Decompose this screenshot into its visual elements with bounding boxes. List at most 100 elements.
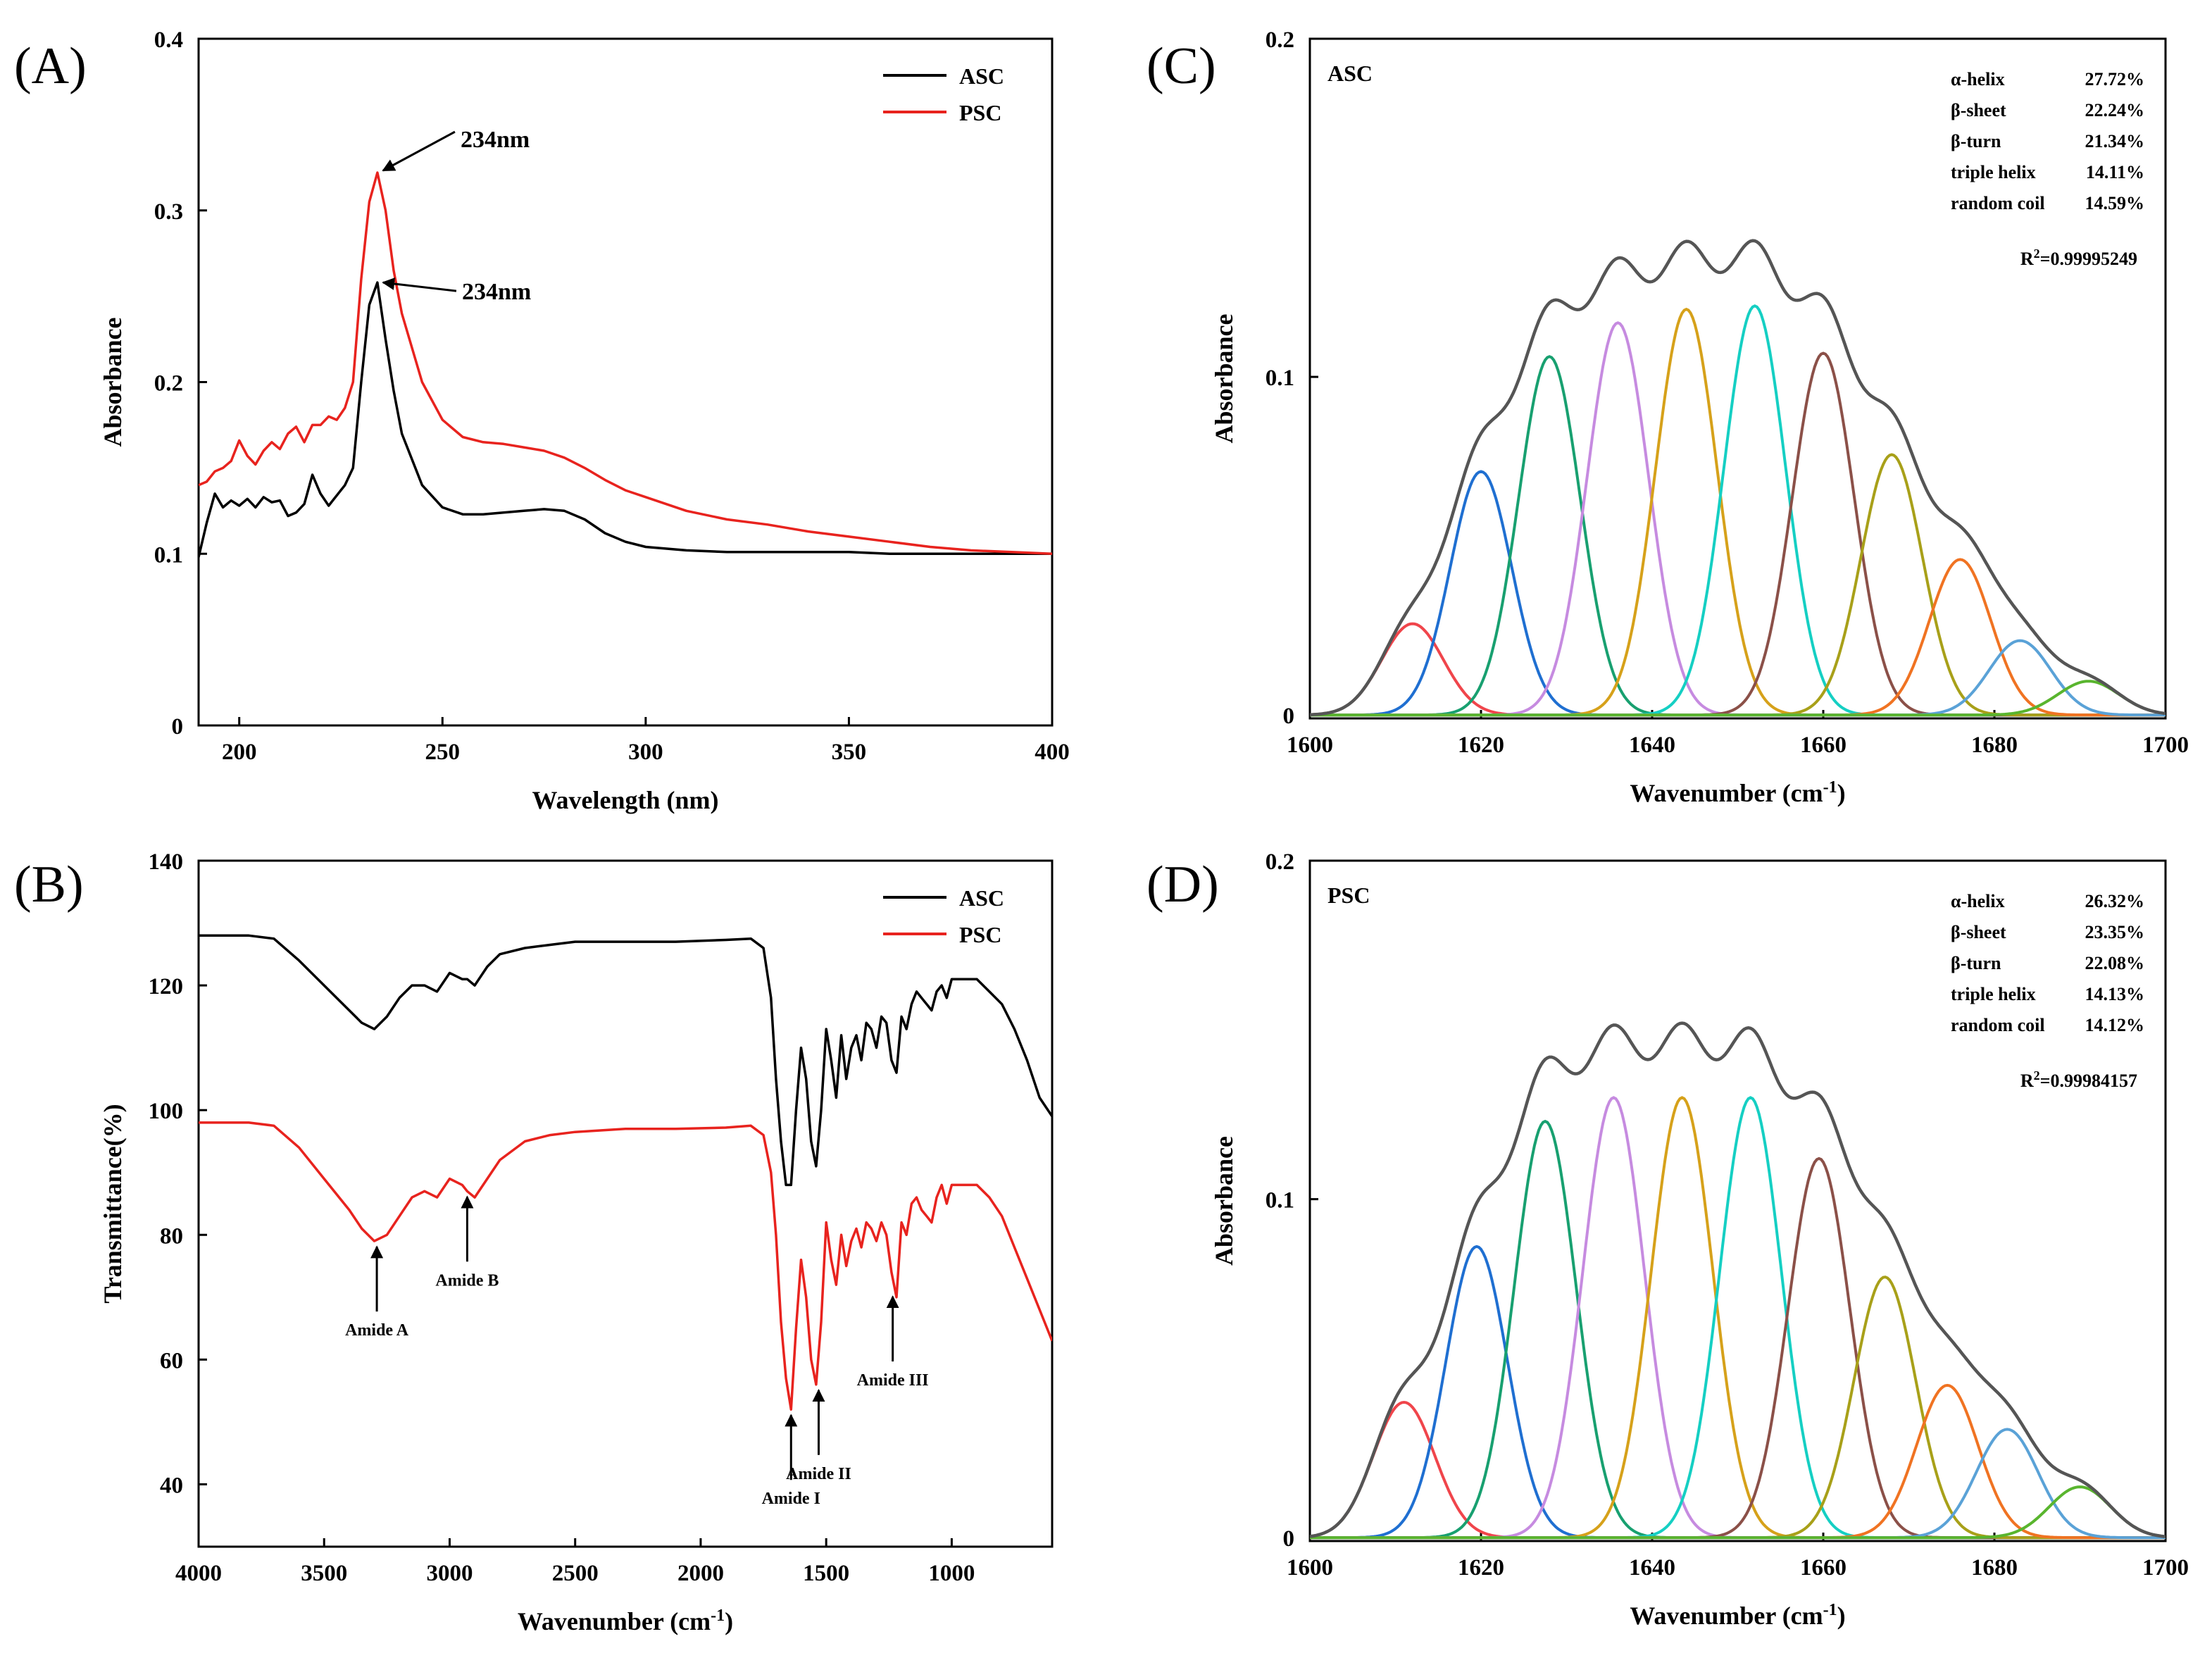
x-tick-label: 300 [628, 740, 663, 765]
x-tick-label: 4000 [175, 1561, 222, 1586]
y-tick-label: 140 [149, 849, 184, 875]
stat-value: 22.08% [2085, 953, 2145, 973]
stat-name: random coil [1951, 193, 2045, 213]
panel-a: (A) 200 250 300 350 400 0 0.1 0.2 0.3 0.4 Wavelengt… [14, 27, 1070, 814]
r-squared: R2=0.99984157 [2020, 1068, 2137, 1091]
y-tick-label: 0.2 [1266, 849, 1294, 875]
annotation-label: 234nm [461, 127, 530, 153]
annotation-label: Amide III [857, 1371, 929, 1390]
x-tick-label: 1680 [1971, 1555, 2018, 1580]
r-squared-value: =0.99984157 [2040, 1071, 2137, 1091]
x-axis-label-sup: -1 [1823, 778, 1837, 797]
x-tick-label: 1660 [1800, 1555, 1847, 1580]
x-axis-label: Wavenumber (cm-1) [518, 1607, 733, 1635]
x-tick-label: 1640 [1629, 732, 1675, 758]
envelope-curve [1310, 239, 2166, 716]
fitted-band [1310, 1156, 2166, 1540]
fitted-band [1310, 321, 2166, 717]
stat-name: α-helix [1951, 69, 2005, 89]
y-tick-label: 0.1 [154, 542, 183, 568]
fitted-band [1310, 453, 2166, 717]
r-squared: R2=0.99995249 [2020, 247, 2137, 269]
x-tick-label: 3500 [301, 1561, 347, 1586]
fitted-band [1310, 1485, 2166, 1540]
stat-value: 21.34% [2085, 131, 2145, 151]
y-axis-label: Absorbance [1210, 1136, 1238, 1266]
stat-value: 26.32% [2085, 891, 2145, 911]
stat-value: 22.24% [2085, 100, 2145, 120]
annotation-label: Amide II [786, 1465, 851, 1483]
x-axis-label-sup: -1 [711, 1607, 725, 1625]
stat-value: 14.13% [2085, 984, 2145, 1004]
y-tick-label: 0.1 [1266, 1188, 1294, 1214]
x-tick-label: 1000 [928, 1561, 975, 1586]
y-axis-label: Absorbance [1210, 313, 1238, 443]
stat-name: β-turn [1951, 131, 2001, 151]
x-axis-label-main: Wavenumber (cm [1630, 779, 1823, 807]
series-line-psc [199, 1121, 1052, 1411]
panel-label: (C) [1146, 37, 1216, 95]
x-axis-label-main: Wavenumber (cm [518, 1607, 711, 1635]
stat-name: β-sheet [1951, 922, 2006, 942]
r-squared-label: R [2020, 1071, 2034, 1091]
y-tick-label: 0.3 [154, 199, 183, 225]
x-tick-label: 400 [1035, 740, 1070, 765]
fitted-band [1310, 304, 2166, 717]
stat-name: triple helix [1951, 162, 2036, 182]
x-tick-label: 2000 [677, 1561, 724, 1586]
legend-label-asc: ASC [959, 885, 1004, 911]
x-axis-label-end: ) [725, 1607, 733, 1635]
series-line-asc [199, 281, 1052, 558]
stat-name: β-turn [1951, 953, 2001, 973]
y-axis-label: Absorbance [99, 317, 127, 447]
stat-name: β-sheet [1951, 100, 2006, 120]
fitted-band [1310, 351, 2166, 717]
r-squared-value: =0.99995249 [2040, 249, 2137, 269]
y-tick-label: 120 [149, 974, 184, 999]
annotation-label: 234nm [462, 279, 531, 305]
x-tick-label: 1620 [1458, 1555, 1504, 1580]
x-tick-label: 1680 [1971, 732, 2018, 758]
x-tick-label: 1600 [1287, 1555, 1333, 1580]
fitted-band [1310, 355, 2166, 717]
x-axis-label: Wavenumber (cm-1) [1630, 778, 1845, 807]
plot-frame [197, 859, 1054, 1548]
y-tick-label: 0.4 [154, 27, 183, 53]
x-tick-label: 1700 [2142, 1555, 2189, 1580]
panel-label: (B) [14, 856, 84, 913]
series-line-asc [199, 934, 1052, 1187]
y-tick-label: 40 [160, 1473, 183, 1498]
y-tick-label: 0.2 [154, 371, 183, 397]
annotation-arrow [382, 278, 457, 292]
x-tick-label: 1660 [1800, 732, 1847, 758]
y-axis-label: Transmittance(%) [99, 1104, 127, 1303]
envelope-curve [1310, 1021, 2166, 1538]
x-tick-label: 1700 [2142, 732, 2189, 758]
stat-value: 14.11% [2086, 162, 2144, 182]
stat-value: 27.72% [2085, 69, 2145, 89]
x-tick-label: 200 [222, 740, 257, 765]
x-axis-label: Wavelength (nm) [532, 786, 719, 814]
legend-label-asc: ASC [959, 63, 1004, 89]
panel-d: (D) 1600 1620 1640 1660 1680 1700 0 0.1 0.2 Wavenu… [1146, 849, 2189, 1630]
x-tick-label: 1620 [1458, 732, 1504, 758]
x-axis-label: Wavenumber (cm-1) [1630, 1601, 1845, 1630]
fitted-band [1310, 1245, 2166, 1540]
x-tick-label: 3000 [426, 1561, 473, 1586]
r-squared-sup: 2 [2034, 1068, 2040, 1083]
r-squared-sup: 2 [2034, 247, 2040, 261]
annotation-label: Amide B [435, 1271, 499, 1290]
annotation-arrow [382, 130, 456, 172]
stat-value: 23.35% [2085, 922, 2145, 942]
y-tick-label: 60 [160, 1348, 183, 1373]
stat-value: 14.59% [2085, 193, 2145, 213]
annotation-label: Amide I [762, 1490, 820, 1508]
panel-c: (C) 1600 1620 1640 1660 1680 1700 0 0.1 0.2 Wavenu… [1146, 27, 2189, 807]
x-tick-label: 1600 [1287, 732, 1333, 758]
stat-value: 14.12% [2085, 1015, 2145, 1035]
plot-frame [1308, 859, 2167, 1542]
stat-name: triple helix [1951, 984, 2036, 1004]
y-tick-label: 100 [149, 1099, 184, 1124]
x-tick-label: 2500 [552, 1561, 599, 1586]
